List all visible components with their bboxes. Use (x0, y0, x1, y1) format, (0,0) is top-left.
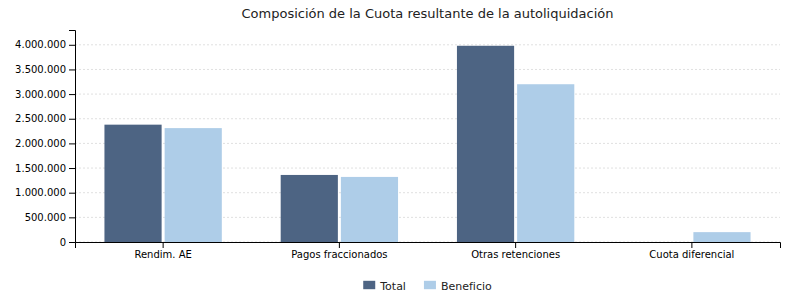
chart: 0 500.000 1.000.000 1.500.000 2.000.000 2.500… (0, 0, 800, 300)
y-tick-mark (69, 94, 75, 95)
y-tick-label: 1.500.000 (15, 163, 66, 174)
x-axis-line (76, 243, 781, 249)
legend-label: Total (379, 280, 406, 293)
y-tick: 3.500.000 (15, 64, 75, 75)
bar-series (165, 84, 751, 242)
x-tick: Otras retenciones (471, 242, 560, 260)
bar (104, 125, 161, 242)
y-tick: 2.000.000 (15, 138, 75, 149)
y-tick-label: 1.000.000 (15, 187, 66, 198)
x-axis: Rendim. AE Pagos fraccionados Otras retenc… (76, 242, 781, 260)
y-tick-label: 3.500.000 (15, 64, 66, 75)
legend-item: Beneficio (424, 280, 492, 293)
legend-swatch (424, 281, 436, 289)
legend-swatch (363, 281, 375, 289)
bars (104, 46, 750, 242)
x-tick-mark (691, 242, 692, 248)
y-tick-label: 3.000.000 (15, 89, 66, 100)
x-tick-mark (515, 242, 516, 248)
title: Composición de la Cuota resultante de la… (242, 6, 614, 21)
legend-item: Total (363, 280, 406, 293)
grid (75, 45, 780, 242)
grid-line (75, 118, 780, 119)
grid-line (75, 44, 780, 45)
y-tick: 2.500.000 (15, 113, 75, 124)
y-tick-mark (69, 193, 75, 194)
y-tick-mark (69, 143, 75, 144)
x-tick-mark (163, 242, 164, 248)
y-tick-mark (69, 217, 75, 218)
y-tick-mark (69, 119, 75, 120)
y-tick-mark (69, 69, 75, 70)
x-tick-mark (339, 242, 340, 248)
grid-line (75, 69, 780, 70)
bar (693, 232, 750, 242)
bar (341, 177, 398, 242)
x-tick: Pagos fraccionados (291, 242, 387, 260)
y-tick-mark (69, 168, 75, 169)
y-tick: 4.000.000 (15, 39, 75, 50)
bar (457, 46, 514, 242)
legend: Total Beneficio (363, 280, 492, 293)
y-axis-line (69, 31, 76, 243)
bar-series (104, 46, 514, 242)
x-tick-label: Rendim. AE (134, 249, 191, 260)
y-tick-mark (69, 45, 75, 46)
y-tick: 0 (60, 237, 75, 248)
y-axis: 0 500.000 1.000.000 1.500.000 2.000.000 2.500… (15, 31, 75, 248)
x-tick: Rendim. AE (134, 242, 191, 260)
x-tick-label: Otras retenciones (471, 249, 560, 260)
x-tick-label: Cuota diferencial (649, 249, 734, 260)
y-tick-label: 2.000.000 (15, 138, 66, 149)
y-tick: 1.000.000 (15, 187, 75, 198)
y-tick-label: 0 (60, 237, 66, 248)
y-tick: 500.000 (25, 212, 75, 223)
x-tick: Cuota diferencial (649, 242, 734, 260)
bar (281, 175, 338, 242)
bar (517, 84, 574, 242)
y-tick-mark (69, 242, 75, 243)
y-tick: 1.500.000 (15, 163, 75, 174)
grid-line (75, 94, 780, 95)
y-tick-label: 4.000.000 (15, 39, 66, 50)
bar (633, 242, 690, 243)
y-tick-label: 500.000 (25, 212, 66, 223)
legend-label: Beneficio (441, 280, 492, 293)
y-tick-label: 2.500.000 (15, 113, 66, 124)
y-tick: 3.000.000 (15, 89, 75, 100)
x-tick-label: Pagos fraccionados (291, 249, 387, 260)
bar (165, 128, 222, 242)
